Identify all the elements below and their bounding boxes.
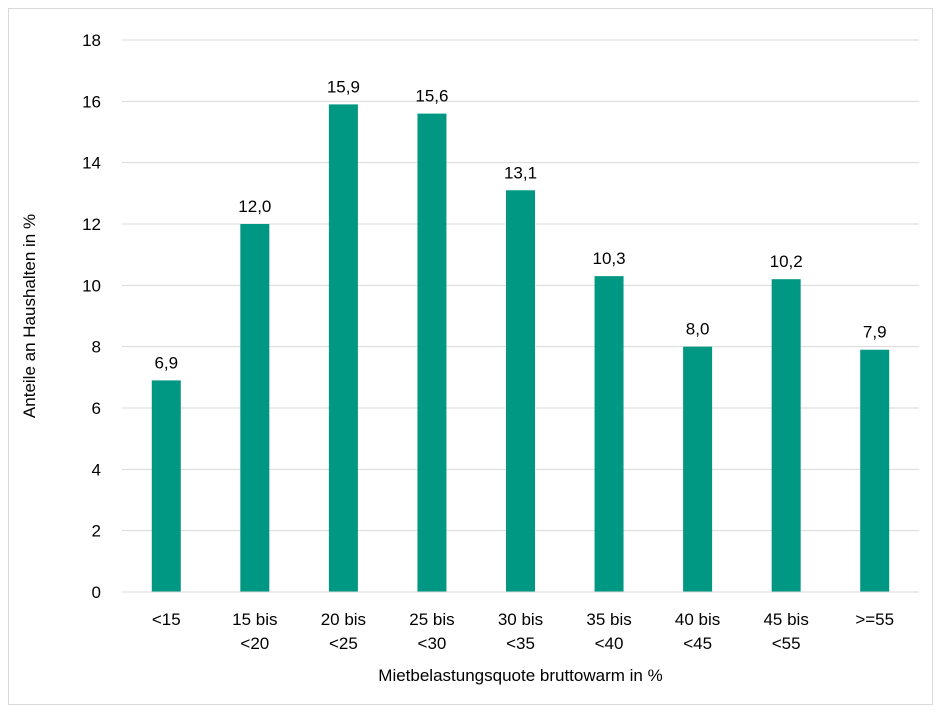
y-tick-label: 12 [82,215,101,234]
chart-frame: 6,9 12,0 15,9 15,6 13,1 10,3 8,0 10,2 7,9 0 2 4 6 8 1… [8,8,933,705]
x-tick-label: 35 bis <40 [586,610,631,653]
x-tick-label: >=55 [855,610,894,629]
y-tick-label: 18 [82,31,101,50]
data-label: 10,3 [593,249,626,268]
bar [860,349,890,592]
data-label: 6,9 [154,353,178,372]
y-tick-label: 10 [82,276,101,295]
data-label: 13,1 [504,163,537,182]
x-tick-label: <15 [152,610,181,629]
x-tick-label: 15 bis <20 [232,610,277,653]
data-label: 7,9 [863,323,887,342]
x-tick-label: 40 bis <45 [675,610,720,653]
y-tick-label: 6 [92,399,101,418]
bar [151,380,181,592]
bar [683,346,713,592]
data-labels: 6,9 12,0 15,9 15,6 13,1 10,3 8,0 10,2 7,9 [154,77,886,372]
bar [240,224,270,592]
data-label: 15,6 [415,87,448,106]
y-axis-title: Anteile an Haushalten in % [20,214,39,418]
bar [506,190,535,592]
x-tick-label: 20 bis <25 [321,610,366,653]
x-tick-label: 25 bis <30 [409,610,454,653]
y-axis-ticks: 0 2 4 6 8 10 12 14 16 18 [82,31,101,602]
y-tick-label: 16 [82,92,101,111]
bar-chart: 6,9 12,0 15,9 15,6 13,1 10,3 8,0 10,2 7,9 0 2 4 6 8 1… [20,31,919,685]
x-axis-ticks: <15 15 bis <20 20 bis <25 25 bis <30 30 bis <35 3… [152,610,894,653]
bar [771,279,801,592]
y-tick-label: 0 [92,583,101,602]
data-label: 8,0 [686,320,710,339]
bar [594,276,624,592]
data-label: 15,9 [327,77,360,96]
x-tick-label: 45 bis <55 [763,610,808,653]
bars [151,104,890,593]
bar [417,113,447,592]
data-label: 10,2 [770,252,803,271]
x-tick-label: 30 bis <35 [498,610,543,653]
bar [328,104,358,593]
x-axis-title: Mietbelastungsquote bruttowarm in % [378,666,662,685]
y-tick-label: 8 [92,338,101,357]
y-tick-label: 2 [92,522,101,541]
y-tick-label: 4 [92,460,101,479]
data-label: 12,0 [238,197,271,216]
y-tick-label: 14 [82,154,101,173]
